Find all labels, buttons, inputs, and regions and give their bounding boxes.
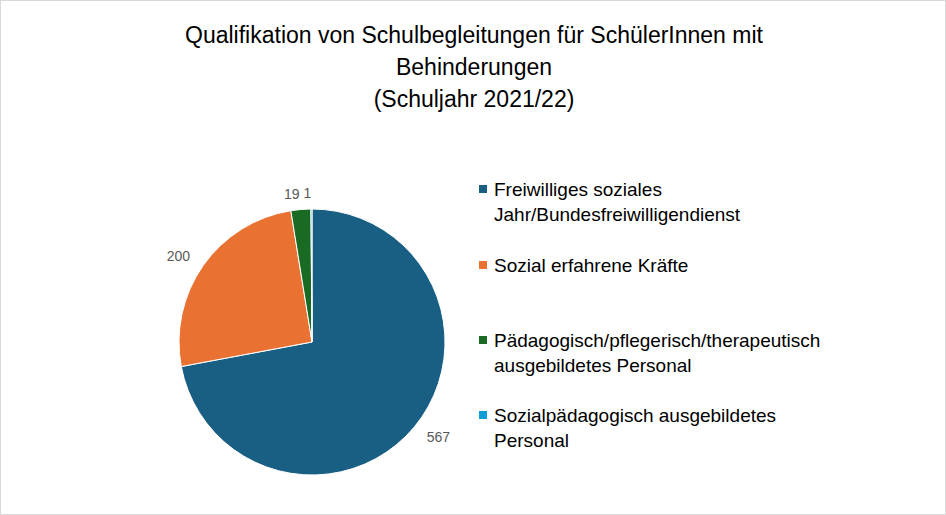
svg-text:1: 1 xyxy=(304,185,312,201)
html-text:Jahr/Bundesfreiwilligendienst: Jahr/Bundesfreiwilligendienst xyxy=(494,204,741,225)
html-text:ausgebildetes Personal: ausgebildetes Personal xyxy=(494,355,692,376)
svg-text:567: 567 xyxy=(427,429,451,445)
html-text:Personal: Personal xyxy=(494,430,569,451)
html-text:Sozialpädagogisch ausgebildete: Sozialpädagogisch ausgebildetes xyxy=(494,405,776,426)
svg-text:19: 19 xyxy=(284,186,300,202)
html-text:Freiwilliges soziales: Freiwilliges soziales xyxy=(494,179,662,200)
html-text:Pädagogisch/pflegerisch/therap: Pädagogisch/pflegerisch/therapeutisch xyxy=(494,330,821,351)
html-text:Qualifikation von Schulbegleit: Qualifikation von Schulbegleitungen für … xyxy=(185,22,763,112)
html-text:Sozial erfahrene Kräfte: Sozial erfahrene Kräfte xyxy=(494,255,689,276)
svg-text:200: 200 xyxy=(167,248,191,264)
